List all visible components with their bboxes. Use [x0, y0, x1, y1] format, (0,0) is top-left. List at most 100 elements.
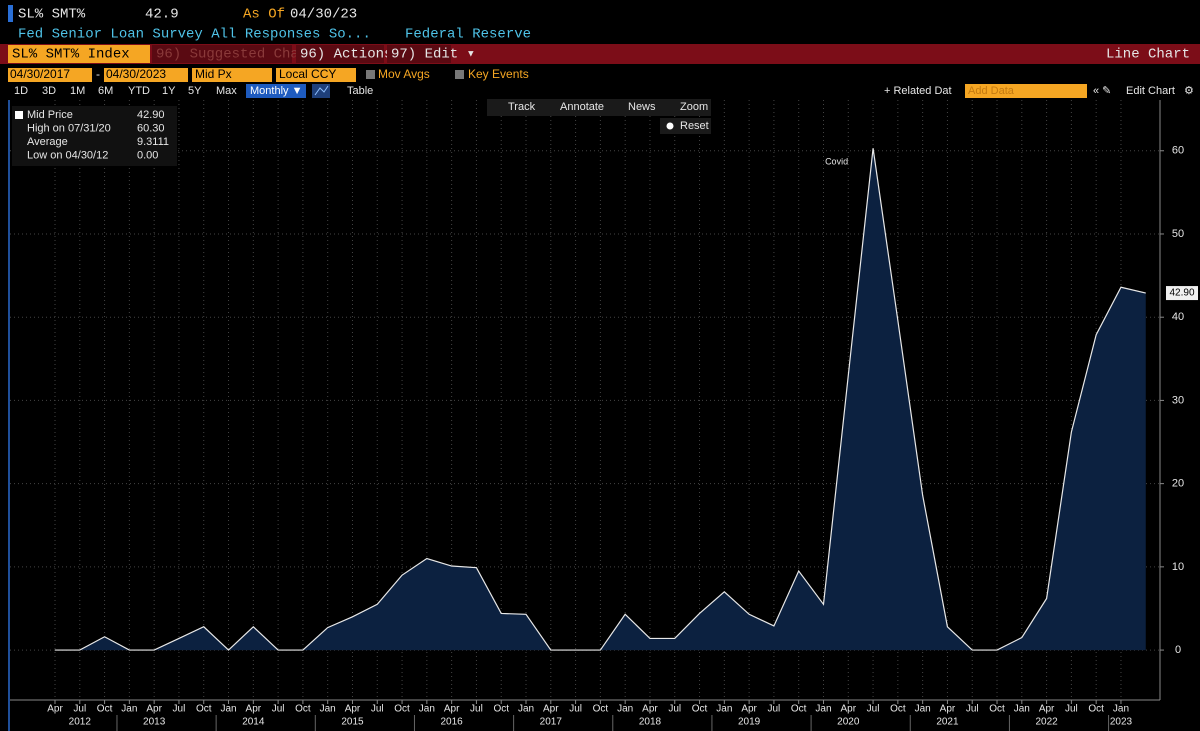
y-tick-label: 60 — [1172, 145, 1184, 157]
add-data[interactable]: Add Data — [968, 85, 1015, 97]
year-label: 2017 — [540, 717, 563, 728]
x-tick-label: Apr — [741, 704, 757, 715]
period-button[interactable]: 3D — [42, 85, 56, 97]
x-tick-label: Jul — [569, 704, 582, 715]
y-tick-label: 10 — [1172, 561, 1184, 573]
year-label: 2022 — [1035, 717, 1058, 728]
legend-value: 42.90 — [137, 109, 165, 121]
x-tick-label: Jan — [518, 704, 534, 715]
checkbox[interactable] — [455, 70, 464, 79]
tool-button[interactable]: Zoom — [680, 101, 708, 113]
tool-button[interactable]: Track — [508, 101, 536, 113]
mov-avgs[interactable]: Mov Avgs — [378, 67, 430, 81]
as-of-date: 04/30/23 — [290, 7, 357, 23]
legend-label: Mid Price — [27, 109, 73, 121]
x-tick-label: Jul — [867, 704, 880, 715]
x-tick-label: Jan — [220, 704, 236, 715]
x-tick-label: Jul — [73, 704, 86, 715]
value-label: 42.90 — [1169, 288, 1194, 299]
x-tick-label: Oct — [692, 704, 708, 715]
x-tick-label: Jan — [1113, 704, 1129, 715]
x-tick-label: Apr — [47, 704, 63, 715]
period-button[interactable]: 1M — [70, 85, 85, 97]
legend-label: Average — [27, 136, 68, 148]
related-data[interactable]: + Related Dat — [884, 85, 952, 97]
legend-swatch — [15, 111, 23, 119]
legend-value: 60.30 — [137, 122, 165, 134]
reset-icon — [667, 123, 674, 130]
frequency[interactable]: Monthly ▼ — [250, 85, 302, 97]
year-label: 2013 — [143, 717, 166, 728]
x-tick-label: Jan — [716, 704, 732, 715]
tool-button[interactable]: News — [628, 101, 656, 113]
x-tick-label: Jul — [768, 704, 781, 715]
x-tick-label: Jul — [1065, 704, 1078, 715]
x-tick-label: Apr — [146, 704, 162, 715]
x-tick-label: Apr — [940, 704, 956, 715]
year-label: 2019 — [738, 717, 761, 728]
edit-chart[interactable]: Edit Chart — [1126, 85, 1175, 97]
source: Federal Reserve — [405, 27, 531, 43]
chart-kind: Line Chart — [1106, 47, 1190, 63]
x-tick-label: Apr — [1039, 704, 1055, 715]
as-of-label: As Of — [243, 7, 285, 23]
key-events[interactable]: Key Events — [468, 67, 529, 81]
checkbox[interactable] — [366, 70, 375, 79]
period-button[interactable]: 5Y — [188, 85, 202, 97]
end-date[interactable]: 04/30/2023 — [106, 67, 166, 81]
x-tick-label: Apr — [543, 704, 559, 715]
settings[interactable]: ⚙ — [1184, 85, 1194, 97]
x-tick-label: Apr — [840, 704, 856, 715]
year-label: 2012 — [69, 717, 92, 728]
x-tick-label: Oct — [295, 704, 311, 715]
period-button[interactable]: Max — [216, 85, 237, 97]
legend-label: Low on 04/30/12 — [27, 149, 108, 161]
period-button[interactable]: YTD — [128, 85, 150, 97]
x-tick-label: Apr — [345, 704, 361, 715]
y-tick-label: 0 — [1175, 644, 1181, 656]
x-tick-label: Jan — [121, 704, 137, 715]
year-label: 2021 — [936, 717, 959, 728]
description: Fed Senior Loan Survey All Responses So.… — [18, 27, 371, 43]
x-tick-label: Jan — [320, 704, 336, 715]
y-tick-label: 30 — [1172, 394, 1184, 406]
menu-item[interactable]: 97) Edit ▾ — [391, 47, 475, 63]
annotation: Covid — [825, 157, 848, 167]
y-tick-label: 50 — [1172, 228, 1184, 240]
x-tick-label: Oct — [196, 704, 212, 715]
x-tick-label: Oct — [394, 704, 410, 715]
table-button[interactable]: Table — [347, 85, 373, 97]
x-tick-label: Oct — [989, 704, 1005, 715]
currency[interactable]: Local CCY — [279, 67, 336, 81]
year-label: 2016 — [441, 717, 464, 728]
last-price: 42.9 — [145, 7, 179, 23]
x-tick-label: Jan — [617, 704, 633, 715]
year-label: 2015 — [341, 717, 364, 728]
x-tick-label: Apr — [246, 704, 262, 715]
period-button[interactable]: 6M — [98, 85, 113, 97]
collapse[interactable]: « ✎ — [1093, 85, 1111, 97]
x-tick-label: Oct — [493, 704, 509, 715]
security[interactable]: SL% SMT% Index — [12, 47, 130, 63]
reset[interactable]: Reset — [680, 120, 709, 132]
field[interactable]: Mid Px — [195, 67, 232, 81]
legend-label: High on 07/31/20 — [27, 122, 111, 134]
y-tick-label: 40 — [1172, 311, 1184, 323]
x-tick-label: Apr — [642, 704, 658, 715]
x-tick-label: Apr — [444, 704, 460, 715]
tool-button[interactable]: Annotate — [560, 101, 604, 113]
x-tick-label: Oct — [791, 704, 807, 715]
period-button[interactable]: 1Y — [162, 85, 176, 97]
x-tick-label: Jul — [173, 704, 186, 715]
start-date[interactable]: 04/30/2017 — [10, 67, 70, 81]
ticker: SL% SMT% — [18, 7, 86, 23]
x-tick-label: Oct — [890, 704, 906, 715]
chart-icon[interactable] — [312, 84, 330, 98]
x-tick-label: Oct — [593, 704, 609, 715]
year-label: 2020 — [837, 717, 860, 728]
x-tick-label: Oct — [1088, 704, 1104, 715]
period-button[interactable]: 1D — [14, 85, 28, 97]
year-label: 2023 — [1110, 717, 1133, 728]
